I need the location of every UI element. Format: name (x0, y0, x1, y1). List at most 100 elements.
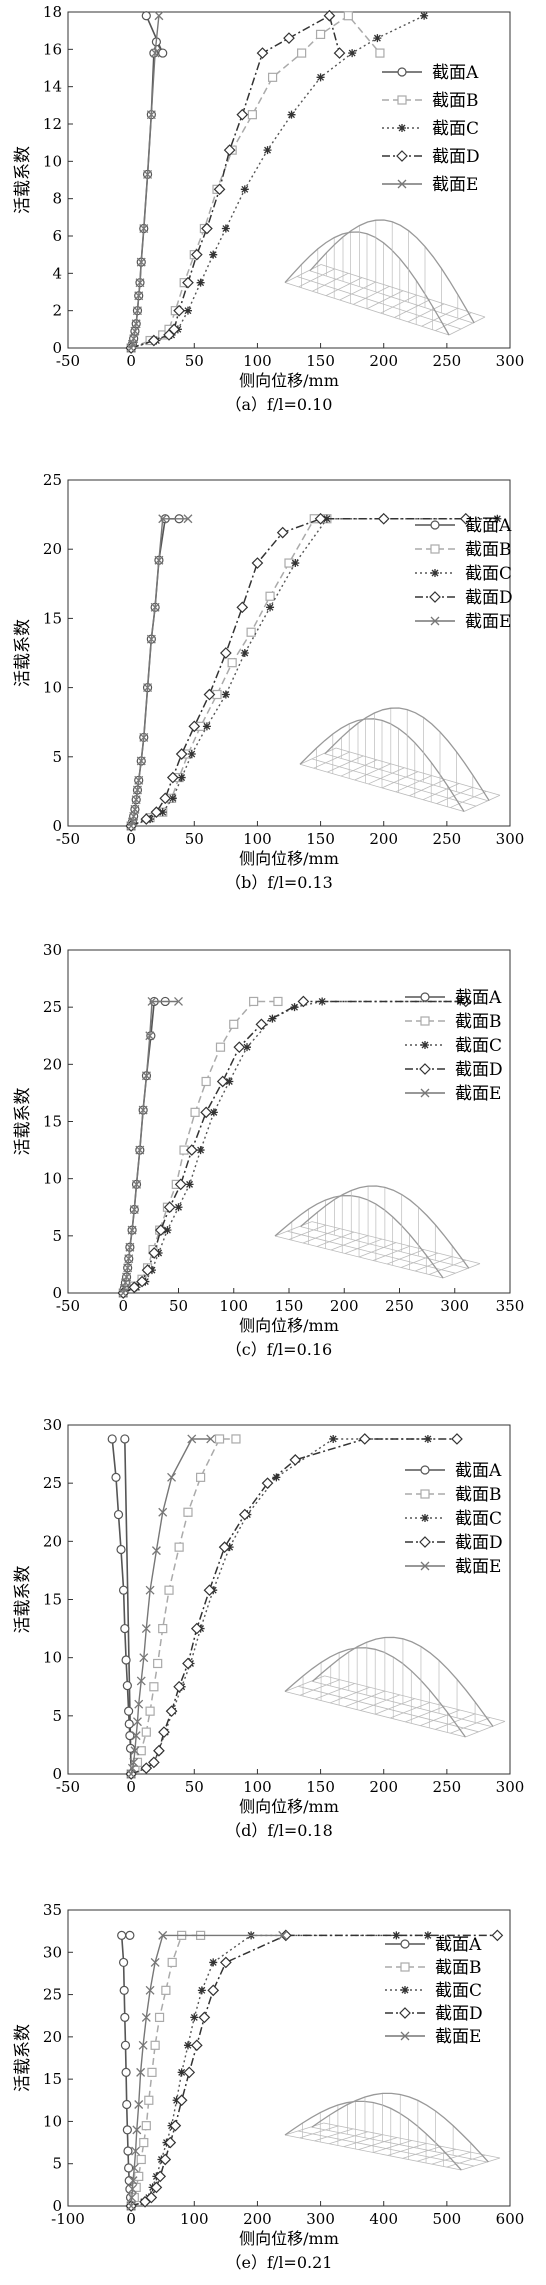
data-point (111, 1472, 121, 1482)
data-point (209, 1108, 218, 1117)
chart-panel: -50 0 50 100 150 200 250 300024681012141618侧向位移… (13, 3, 524, 414)
data-point (144, 2095, 154, 2105)
bridge-line (324, 1675, 506, 1722)
data-point (174, 1178, 187, 1191)
y-tick-label: 10 (43, 2112, 62, 2130)
series-E (126, 514, 193, 831)
data-point (159, 2153, 172, 2166)
series-line (130, 1438, 428, 1775)
y-tick-label: 18 (43, 3, 62, 21)
data-point (188, 720, 201, 733)
data-point (240, 649, 249, 657)
x-tick-label: 0 (126, 2210, 136, 2228)
data-point (175, 748, 188, 760)
series-D (117, 995, 472, 1299)
data-point (203, 1584, 216, 1597)
bridge-line (299, 2125, 339, 2139)
data-point (423, 1931, 432, 1940)
legend: 截面A 截面B 截面C 截面D 截面E (382, 63, 480, 195)
bridge-line (390, 1702, 430, 1719)
data-point (169, 2119, 182, 2132)
data-point (145, 1031, 155, 1041)
data-point (202, 722, 211, 731)
data-point (201, 1076, 211, 1087)
data-point (127, 2184, 137, 2194)
x-tick-label: 200 (243, 2210, 272, 2228)
legend-label: 截面E (455, 1084, 501, 1104)
bridge-line (435, 1713, 476, 1730)
y-tick-label: 10 (43, 679, 62, 697)
series-line (130, 15, 160, 349)
x-tick-label: 200 (330, 1297, 359, 1315)
bridge-line (386, 1249, 425, 1265)
series-line (130, 14, 341, 349)
data-point (236, 108, 249, 121)
legend-marker (401, 1986, 409, 1994)
data-point (146, 634, 156, 644)
x-tick-label: -50 (56, 1778, 80, 1796)
data-point (150, 2181, 163, 2194)
data-point (246, 627, 256, 637)
bridge-line (422, 783, 460, 801)
y-tick-label: 25 (43, 998, 62, 1016)
series-line (122, 1000, 466, 1294)
data-point (207, 1984, 220, 1997)
bridge-line (323, 2122, 501, 2159)
data-point (185, 1144, 198, 1156)
bridge-line (387, 2143, 427, 2156)
x-tick-label: 50 (185, 352, 204, 370)
series-line (130, 1438, 211, 1775)
bridge-line (395, 775, 432, 793)
legend-marker (420, 1465, 430, 1475)
plot-frame (67, 11, 511, 349)
data-point (118, 1957, 129, 1968)
data-point (220, 1956, 232, 1969)
plot-frame (67, 1424, 511, 1775)
data-point (136, 1746, 146, 1756)
bridge-line (394, 299, 431, 318)
data-point (113, 1509, 124, 1520)
y-tick-label: 20 (43, 540, 62, 558)
data-point (131, 795, 141, 805)
bridge-line (311, 1680, 492, 1727)
data-point (154, 2012, 165, 2023)
x-tick-label: 250 (433, 352, 462, 370)
data-point (182, 1657, 194, 1670)
legend: 截面A 截面B 截面C 截面D 截面E (385, 1935, 483, 2047)
bridge-line (420, 1709, 461, 1726)
data-point (175, 2094, 188, 2107)
data-point (125, 1930, 135, 1940)
legend-label: 截面C (465, 564, 512, 584)
bridge-line (402, 2145, 442, 2159)
data-point (150, 2040, 160, 2050)
data-point (283, 32, 295, 44)
x-axis-label: 侧向位移/mm (239, 2229, 339, 2248)
data-point (122, 1272, 132, 1282)
data-point (276, 526, 289, 539)
y-tick-label: 5 (52, 2155, 62, 2173)
x-tick-label: 150 (306, 1778, 335, 1796)
data-point (145, 1706, 155, 1716)
data-point (120, 2012, 130, 2023)
x-tick-label: 100 (243, 830, 272, 848)
legend-marker (420, 1088, 430, 1098)
data-point (375, 48, 385, 58)
legend-marker (397, 179, 407, 189)
data-point (163, 1226, 172, 1235)
bridge-line (373, 2140, 412, 2153)
bridge-arch (284, 2100, 462, 2171)
data-point (129, 334, 139, 344)
data-point (134, 2171, 144, 2181)
legend-marker (397, 95, 407, 105)
data-point (150, 602, 160, 612)
y-tick-label: 14 (43, 78, 62, 96)
bridge-line (409, 779, 446, 797)
data-point (215, 1042, 226, 1052)
data-point (129, 1205, 139, 1214)
legend-label: 截面E (432, 175, 478, 195)
data-point (154, 2170, 167, 2183)
data-point (173, 304, 185, 317)
data-point (289, 1454, 302, 1466)
data-point (136, 2154, 146, 2165)
series-B (126, 1434, 241, 1779)
